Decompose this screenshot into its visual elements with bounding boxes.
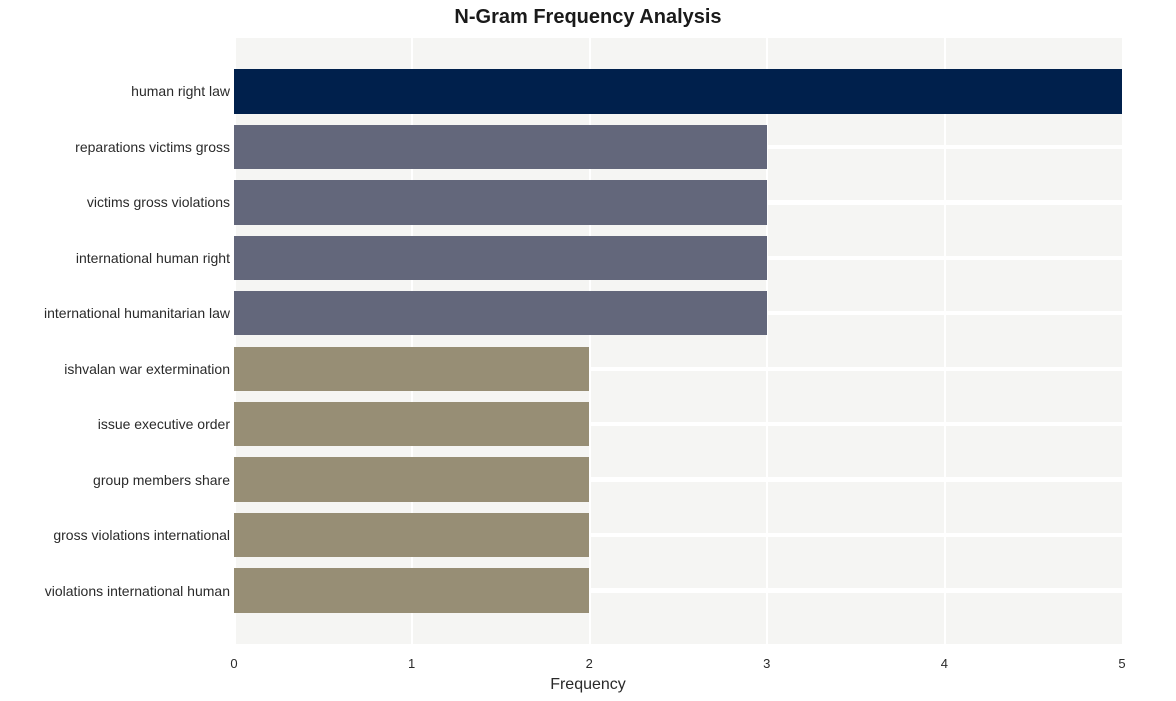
y-tick-label: victims gross violations (87, 194, 230, 210)
grid-line (944, 36, 946, 646)
chart-title: N-Gram Frequency Analysis (0, 6, 1176, 29)
y-tick-label: international human right (76, 250, 230, 266)
y-tick-label: ishvalan war extermination (64, 361, 230, 377)
x-tick-label: 3 (763, 656, 770, 671)
plot-area (234, 36, 1122, 646)
bar (234, 347, 589, 391)
y-tick-label: reparations victims gross (75, 139, 230, 155)
bar (234, 402, 589, 446)
grid-line (1122, 36, 1124, 646)
x-tick-label: 2 (586, 656, 593, 671)
bar (234, 568, 589, 612)
bar (234, 291, 767, 335)
y-tick-label: human right law (131, 83, 230, 99)
y-tick-label: international humanitarian law (44, 305, 230, 321)
x-tick-label: 0 (230, 656, 237, 671)
y-tick-label: violations international human (45, 583, 230, 599)
bar (234, 125, 767, 169)
x-tick-label: 1 (408, 656, 415, 671)
y-tick-label: issue executive order (98, 416, 230, 432)
y-tick-label: group members share (93, 472, 230, 488)
bar (234, 236, 767, 280)
x-tick-label: 5 (1118, 656, 1125, 671)
bar (234, 513, 589, 557)
bar (234, 69, 1122, 113)
x-axis-label: Frequency (0, 676, 1176, 694)
ngram-chart: N-Gram Frequency Analysis Frequency huma… (0, 0, 1176, 701)
bar (234, 457, 589, 501)
y-tick-label: gross violations international (53, 527, 230, 543)
x-tick-label: 4 (941, 656, 948, 671)
bar (234, 180, 767, 224)
